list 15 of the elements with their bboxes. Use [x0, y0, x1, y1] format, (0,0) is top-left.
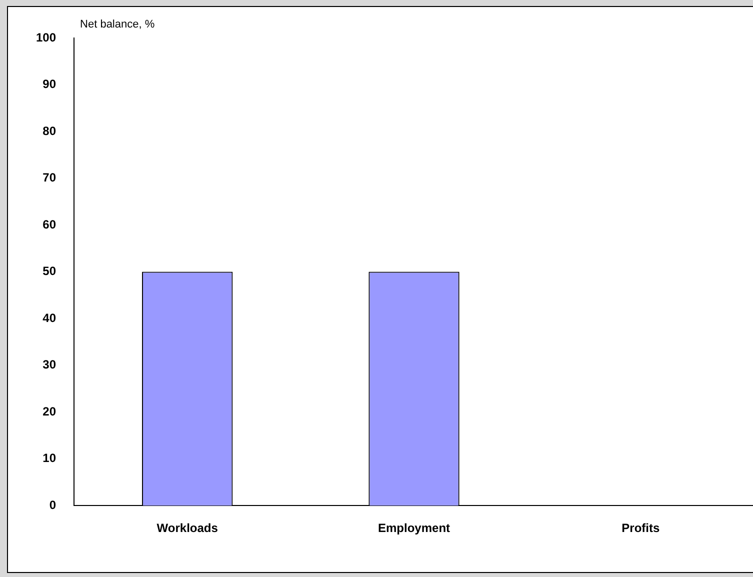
y-axis-title: Net balance, %	[80, 18, 155, 31]
y-tick-label: 90	[42, 77, 56, 92]
y-tick-label: 0	[49, 498, 56, 512]
y-tick-label: 30	[42, 358, 56, 372]
x-tick-label: Workloads	[156, 521, 218, 536]
y-tick-label: 70	[42, 170, 56, 185]
y-tick-label: 50	[42, 264, 56, 278]
y-tick-label: 60	[42, 217, 56, 232]
y-tick-label: 100	[36, 30, 56, 44]
x-tick-label: Employment	[378, 521, 450, 536]
x-tick-label: Profits	[622, 521, 660, 536]
y-tick-label: 40	[42, 310, 56, 325]
y-tick-label: 10	[42, 451, 56, 466]
y-tick-label: 20	[42, 404, 56, 418]
y-tick-label: 80	[42, 124, 56, 138]
